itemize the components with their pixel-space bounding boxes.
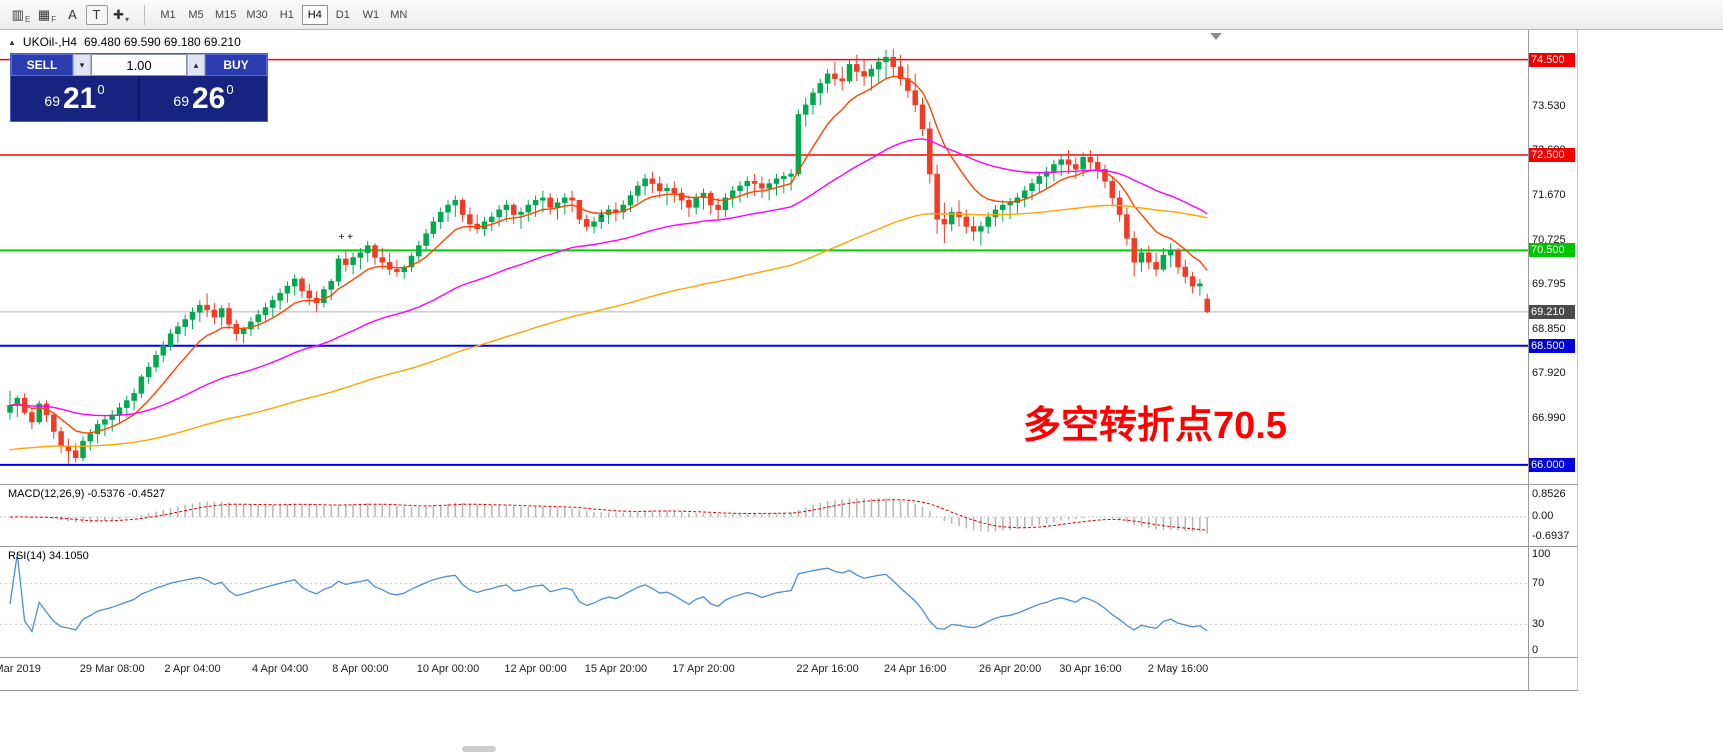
price-scale-label: 66.990 — [1532, 411, 1566, 424]
buy-button[interactable]: BUY — [205, 54, 267, 76]
rsi-scale-label: 0 — [1532, 644, 1539, 656]
tf-button-W1[interactable]: W1 — [362, 8, 380, 21]
rsi-scale-label: 100 — [1532, 548, 1551, 560]
price-line-tag: 68.500 — [1529, 338, 1575, 353]
tf-button-H4[interactable]: H4 — [301, 4, 328, 25]
drawing-tools-icon[interactable]: ✚ ▾ — [113, 7, 129, 25]
toolbar: ▥ E ▦ F A T ✚ ▾ M1 M5 M15 M30 H1 H4 D1 W1 MN — [0, 0, 1723, 30]
rsi-scale-label: 70 — [1532, 577, 1545, 589]
time-axis-label: 29 Mar 08:00 — [79, 663, 145, 675]
time-axis-label: 15 Apr 20:00 — [584, 663, 648, 675]
rsi-scale-label: 30 — [1532, 618, 1545, 630]
sell-price-bigfigure: 69 — [44, 92, 60, 109]
price-line-tag: 70.500 — [1529, 243, 1575, 258]
tf-button-M5[interactable]: M5 — [188, 8, 204, 21]
tf-button-M30[interactable]: M30 — [246, 8, 268, 21]
rsi-indicator-label: RSI(14) 34.1050 — [8, 550, 89, 562]
toolbar-separator — [144, 4, 145, 25]
macd-indicator-label: MACD(12,26,9) -0.5376 -0.4527 — [8, 488, 166, 500]
time-axis-label: 12 Apr 00:00 — [504, 663, 567, 675]
textbox-tool-icon[interactable]: T — [86, 4, 108, 25]
charts-tool-icon[interactable]: ▥ E — [11, 7, 31, 25]
macd-scale-label: -0.6937 — [1532, 530, 1570, 542]
lot-increase-button[interactable]: ▴ — [187, 54, 205, 76]
price-line-tag: 69.210 — [1529, 304, 1575, 319]
tf-button-H1[interactable]: H1 — [279, 8, 294, 21]
chart-shift-marker-icon[interactable] — [1210, 33, 1222, 40]
price-scale-label: 73.530 — [1532, 99, 1566, 112]
trade-panel-toggle-icon[interactable]: ▲ — [8, 37, 16, 47]
ma-line-45 — [9, 138, 1208, 417]
chart-text-annotation: 多空转折点70.5 — [1023, 405, 1287, 447]
macd-signal-line — [9, 499, 1208, 531]
time-axis-label: 27 Mar 2019 — [0, 663, 41, 675]
time-axis-label: 2 May 16:00 — [1147, 663, 1209, 675]
chart-object-mark: + + — [339, 232, 354, 243]
timeframe-buttons: M1 M5 M15 M30 H1 H4 D1 W1 MN — [155, 4, 412, 25]
lot-size-input[interactable]: 1.00 — [91, 54, 187, 76]
price-scale-label: 71.670 — [1532, 188, 1566, 201]
time-axis-label: 30 Apr 16:00 — [1059, 663, 1122, 675]
sell-button[interactable]: SELL — [11, 54, 73, 76]
one-click-trading-panel: SELL ▾ 1.00 ▴ BUY 69 21 0 69 26 0 — [10, 53, 268, 122]
indicators-tool-icon[interactable]: ▦ F — [37, 7, 57, 25]
sell-price-pip: 0 — [97, 82, 105, 97]
time-axis-label: 24 Apr 16:00 — [883, 663, 947, 675]
horizontal-scrollbar-thumb[interactable] — [462, 746, 496, 752]
chart-object-mark: ↓ — [599, 209, 604, 220]
macd-scale-label: 0.00 — [1532, 510, 1554, 522]
ma-line-110 — [9, 204, 1208, 451]
price-line-tag: 72.500 — [1529, 147, 1575, 162]
price-line-tag: 66.000 — [1529, 457, 1575, 472]
macd-scale-label: 0.8526 — [1532, 488, 1566, 500]
time-axis-label: 4 Apr 04:00 — [251, 663, 309, 675]
tf-button-M15[interactable]: M15 — [215, 8, 237, 21]
tf-button-MN[interactable]: MN — [390, 8, 408, 21]
toolbar-icons: ▥ E ▦ F A T ✚ ▾ — [8, 3, 134, 27]
time-axis-label: 8 Apr 00:00 — [332, 663, 389, 675]
buy-price-main: 26 — [191, 81, 226, 115]
time-axis-label: 22 Apr 16:00 — [796, 663, 859, 675]
tf-button-M1[interactable]: M1 — [160, 8, 176, 21]
rsi-line — [9, 553, 1208, 634]
price-scale-label: 70.725 — [1532, 233, 1566, 246]
price-scale-label: 67.920 — [1532, 367, 1566, 380]
chart-header: ▲ UKOil-,H4 69.480 69.590 69.180 69.210 — [8, 35, 241, 49]
symbol-period-label: UKOil-,H4 — [22, 35, 77, 49]
sell-price-display[interactable]: 69 21 0 — [11, 76, 138, 121]
sell-price-main: 21 — [62, 81, 97, 115]
buy-price-pip: 0 — [226, 82, 234, 97]
time-axis-label: 10 Apr 00:00 — [416, 663, 480, 675]
buy-price-bigfigure: 69 — [173, 92, 189, 109]
macd-plot — [0, 498, 1528, 534]
price-line-tag: 74.500 — [1529, 52, 1575, 67]
rsi-plot — [0, 553, 1528, 634]
buy-price-display[interactable]: 69 26 0 — [138, 76, 267, 121]
ohlc-values: 69.480 69.590 69.180 69.210 — [83, 35, 241, 49]
time-axis-label: 2 Apr 04:00 — [164, 663, 221, 675]
price-scale-label: 68.850 — [1532, 323, 1566, 335]
lot-decrease-button[interactable]: ▾ — [73, 54, 91, 76]
price-scale-label: 69.795 — [1532, 277, 1566, 290]
time-axis-label: 26 Apr 20:00 — [978, 663, 1042, 675]
text-label-tool-icon[interactable]: A — [68, 7, 77, 22]
time-axis-label: 17 Apr 20:00 — [672, 663, 735, 675]
ma-line-10 — [9, 75, 1208, 434]
tf-button-D1[interactable]: D1 — [335, 8, 350, 21]
